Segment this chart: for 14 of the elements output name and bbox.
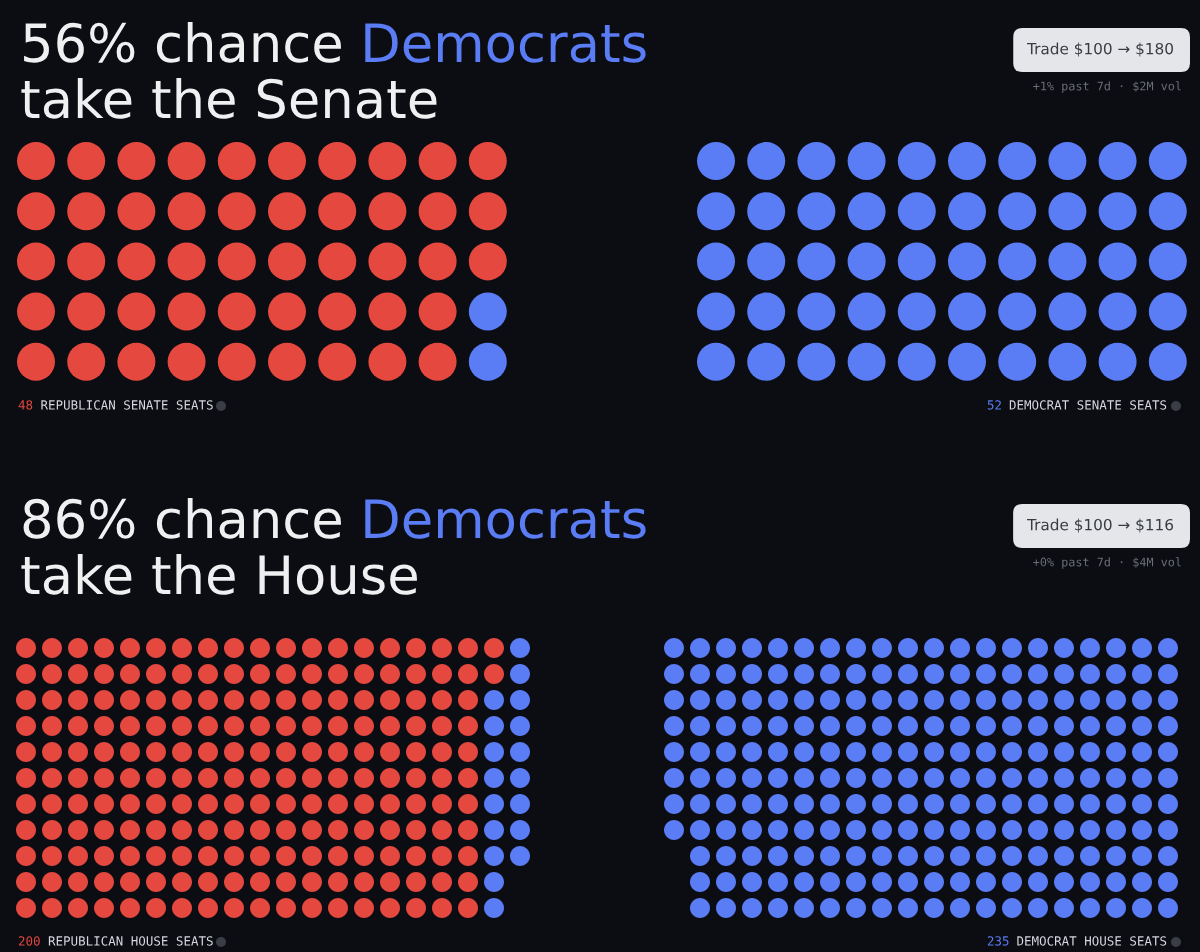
data-label: 200 bbox=[18, 936, 40, 946]
category-label: DEMOCRAT SENATE SEATS bbox=[1009, 400, 1167, 410]
category-label: REPUBLICAN HOUSE SEATS bbox=[48, 936, 213, 946]
text: Trade $100 → $180 bbox=[1027, 42, 1173, 57]
text: 56% chance Democrats take the Senate bbox=[21, 21, 646, 119]
text: +0% past 7d · $4M vol bbox=[1033, 557, 1181, 569]
data-label: 52 bbox=[987, 400, 1001, 410]
text: Trade $100 → $116 bbox=[1027, 518, 1174, 533]
data-label: 235 bbox=[987, 936, 1009, 946]
category-label: REPUBLICAN SENATE SEATS bbox=[41, 400, 213, 410]
text: 86% chance Democrats take the House bbox=[21, 497, 646, 595]
data-label: 48 bbox=[18, 400, 33, 410]
text: +1% past 7d · $2M vol bbox=[1033, 81, 1181, 93]
category-label: DEMOCRAT HOUSE SEATS bbox=[1017, 936, 1167, 946]
